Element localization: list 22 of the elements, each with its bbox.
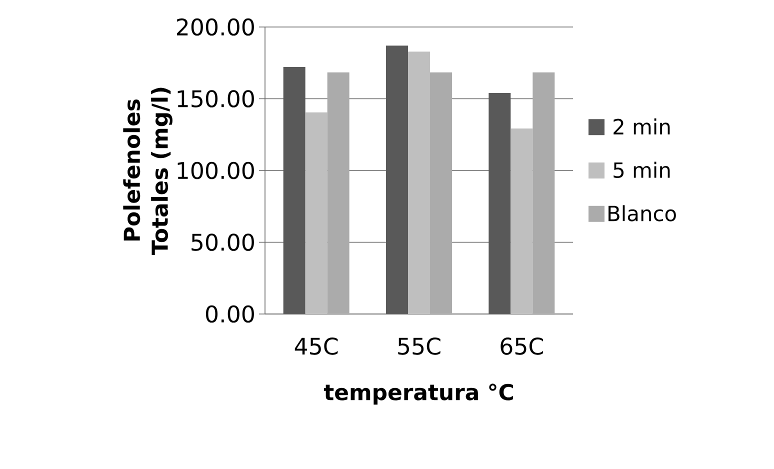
- bar: [386, 46, 408, 314]
- x-tick-label: 65C: [500, 338, 543, 355]
- y-tick-label: 200.00: [176, 18, 254, 36]
- x-tick-label: 55C: [398, 338, 440, 355]
- bar: [488, 93, 511, 314]
- x-tick-label: 45C: [294, 338, 338, 355]
- bar: [510, 128, 533, 314]
- legend-label: 5 min: [614, 162, 670, 178]
- x-axis-title: temperatura °C: [324, 384, 513, 405]
- y-tick-label: 150.00: [178, 90, 254, 108]
- y-tick-label: 100.00: [178, 162, 254, 180]
- bar: [283, 67, 306, 314]
- y-axis-title: Polefenoles Totales (mg/l): [123, 88, 172, 255]
- legend-label: Blanco: [608, 205, 676, 222]
- y-tick-label: 0.00: [206, 305, 254, 323]
- bar: [408, 52, 430, 314]
- bar: [327, 72, 350, 314]
- bar: [305, 112, 328, 314]
- legend-label: 2 min: [614, 118, 670, 134]
- bar: [430, 72, 452, 314]
- y-tick-label: 50.00: [192, 234, 254, 251]
- bar: [532, 72, 555, 314]
